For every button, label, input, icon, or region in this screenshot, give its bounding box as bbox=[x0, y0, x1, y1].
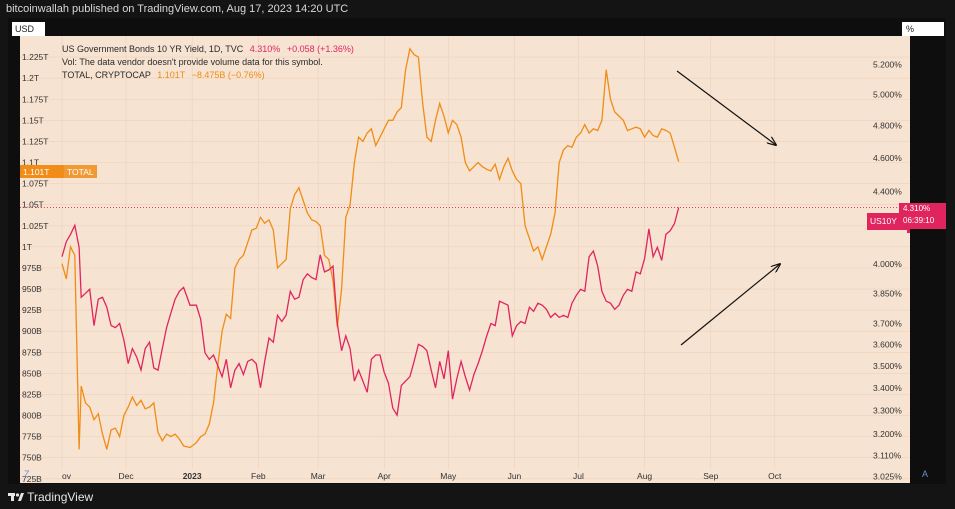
left-axis-tick-label: 1.1T bbox=[22, 158, 39, 168]
x-axis-tick-label: Sep bbox=[703, 471, 718, 481]
tradingview-logo-icon bbox=[8, 493, 24, 501]
right-axis-tick-label: 3.600% bbox=[873, 339, 902, 349]
left-axis-tick-label: 950B bbox=[22, 284, 42, 294]
footer-bar: TradingView bbox=[0, 484, 955, 509]
x-axis-tick-label: Apr bbox=[378, 471, 391, 481]
chart-frame: 725B 750B 775B 800B 825B 850B 875B 900B 925B 950B… bbox=[8, 18, 946, 484]
right-axis-tick-label: 3.025% bbox=[873, 472, 902, 482]
right-axis-ticks: 3.025% 3.110% 3.200% 3.300% 3.400% 3.500% 3.60… bbox=[873, 60, 902, 482]
left-axis-tick-label: 900B bbox=[22, 326, 42, 336]
publisher-text: bitcoinwallah published on TradingView.c… bbox=[6, 3, 349, 15]
legend-volume-text: Vol: The data vendor doesn't provide vol… bbox=[62, 57, 323, 67]
left-axis-tick-label: 925B bbox=[22, 305, 42, 315]
left-axis-tick-label: 1.125T bbox=[22, 136, 48, 146]
auto-scale-button[interactable]: A bbox=[922, 469, 929, 479]
left-axis-tick-label: 850B bbox=[22, 368, 42, 378]
legend-total-name: TOTAL, CRYPTOCAP bbox=[62, 70, 151, 80]
left-axis-tick-label: 825B bbox=[22, 389, 42, 399]
right-axis-tick-label: 3.200% bbox=[873, 429, 902, 439]
x-axis-tick-label: Dec bbox=[118, 471, 134, 481]
left-axis-tick-label: 1.15T bbox=[22, 115, 44, 125]
x-axis-tick-label: ov bbox=[62, 471, 72, 481]
legend-us10y[interactable]: US Government Bonds 10 YR Yield, 1D, TVC… bbox=[62, 44, 354, 54]
left-corner-label[interactable]: Z bbox=[24, 469, 30, 479]
x-axis-tick-label: Mar bbox=[311, 471, 326, 481]
total-badge-name: TOTAL bbox=[67, 167, 94, 177]
x-axis-tick-label: Oct bbox=[768, 471, 782, 481]
legend-volume: Vol: The data vendor doesn't provide vol… bbox=[62, 57, 323, 67]
us10y-countdown: 06:39:10 bbox=[903, 216, 935, 225]
us10y-price-label: 4.310% 06:39:10 bbox=[899, 203, 946, 229]
left-axis-tick-label: 725B bbox=[22, 474, 42, 483]
down-trend-arrow bbox=[676, 70, 776, 145]
right-axis-tick-label: 4.800% bbox=[873, 121, 902, 131]
right-axis-tick-label: 3.500% bbox=[873, 361, 902, 371]
x-axis-tick-label: 2023 bbox=[183, 471, 202, 481]
left-axis-tick-label: 875B bbox=[22, 347, 42, 357]
left-axis-tick-label: 1.175T bbox=[22, 94, 48, 104]
right-axis-tick-label: 3.850% bbox=[873, 288, 902, 298]
publisher-header: bitcoinwallah published on TradingView.c… bbox=[0, 0, 955, 18]
legend-total-value: 1.101T bbox=[157, 70, 186, 80]
total-value-badge: 1.101T TOTAL bbox=[20, 165, 97, 178]
left-axis-tick-label: 975B bbox=[22, 263, 42, 273]
right-axis-tick-label: 5.000% bbox=[873, 90, 902, 100]
right-axis-tick-label: 3.700% bbox=[873, 319, 902, 329]
x-axis-tick-label: Jun bbox=[508, 471, 522, 481]
us10y-badge-name: US10Y bbox=[870, 216, 897, 226]
series-total-line[interactable] bbox=[61, 47, 680, 450]
x-axis-tick-label: Jul bbox=[573, 471, 584, 481]
legend-total-change: −8.475B (−0.76%) bbox=[191, 70, 265, 80]
left-axis-tick-label: 1.075T bbox=[22, 179, 48, 189]
total-badge-value: 1.101T bbox=[23, 167, 49, 177]
series-us10y-line[interactable] bbox=[61, 207, 680, 417]
left-axis-tick-label: 800B bbox=[22, 411, 42, 421]
left-axis-tick-label: 1.05T bbox=[22, 200, 44, 210]
left-axis-ticks: 725B 750B 775B 800B 825B 850B 875B 900B 925B 950B… bbox=[22, 52, 48, 483]
right-axis-tick-label: 5.200% bbox=[873, 60, 902, 70]
right-axis-tick-label: 3.110% bbox=[873, 451, 902, 461]
right-axis-tick-label: 4.400% bbox=[873, 187, 902, 197]
legend-us10y-change: +0.058 (+1.36%) bbox=[286, 44, 354, 54]
x-axis-tick-label: Feb bbox=[251, 471, 266, 481]
left-axis-tick-label: 1.2T bbox=[22, 73, 39, 83]
plot-area[interactable]: 725B 750B 775B 800B 825B 850B 875B 900B 925B 950B… bbox=[20, 36, 910, 483]
x-axis-tick-label: Aug bbox=[637, 471, 652, 481]
brand-name: TradingView bbox=[27, 490, 94, 504]
chart-svg: 725B 750B 775B 800B 825B 850B 875B 900B 925B 950B… bbox=[20, 36, 910, 483]
right-axis-unit[interactable]: % bbox=[902, 22, 944, 36]
left-axis-tick-label: 750B bbox=[22, 453, 42, 463]
legend-us10y-name: US Government Bonds 10 YR Yield, 1D, TVC bbox=[62, 44, 244, 54]
left-axis-tick-label: 1.225T bbox=[22, 52, 48, 62]
x-axis-tick-label: May bbox=[440, 471, 457, 481]
x-axis-ticks: ov Dec 2023 Feb Mar Apr May Jun Jul Aug Sep Oct bbox=[62, 471, 782, 481]
left-axis-tick-label: 1.025T bbox=[22, 221, 48, 231]
tradingview-brand[interactable]: TradingView bbox=[8, 490, 93, 504]
trend-arrows bbox=[676, 70, 780, 346]
right-axis-tick-label: 3.400% bbox=[873, 383, 902, 393]
legend-total[interactable]: TOTAL, CRYPTOCAP 1.101T −8.475B (−0.76%) bbox=[62, 70, 265, 80]
us10y-price-value: 4.310% bbox=[903, 204, 931, 213]
right-axis-tick-label: 3.300% bbox=[873, 406, 902, 416]
right-axis-tick-label: 4.600% bbox=[873, 153, 902, 163]
gridlines bbox=[20, 36, 910, 480]
left-axis-unit[interactable]: USD bbox=[12, 22, 45, 36]
right-axis-tick-label: 4.000% bbox=[873, 259, 902, 269]
up-trend-arrow bbox=[680, 264, 780, 346]
left-axis-tick-label: 775B bbox=[22, 432, 42, 442]
legend-us10y-value: 4.310% bbox=[249, 44, 281, 54]
left-axis-tick-label: 1T bbox=[22, 242, 32, 252]
